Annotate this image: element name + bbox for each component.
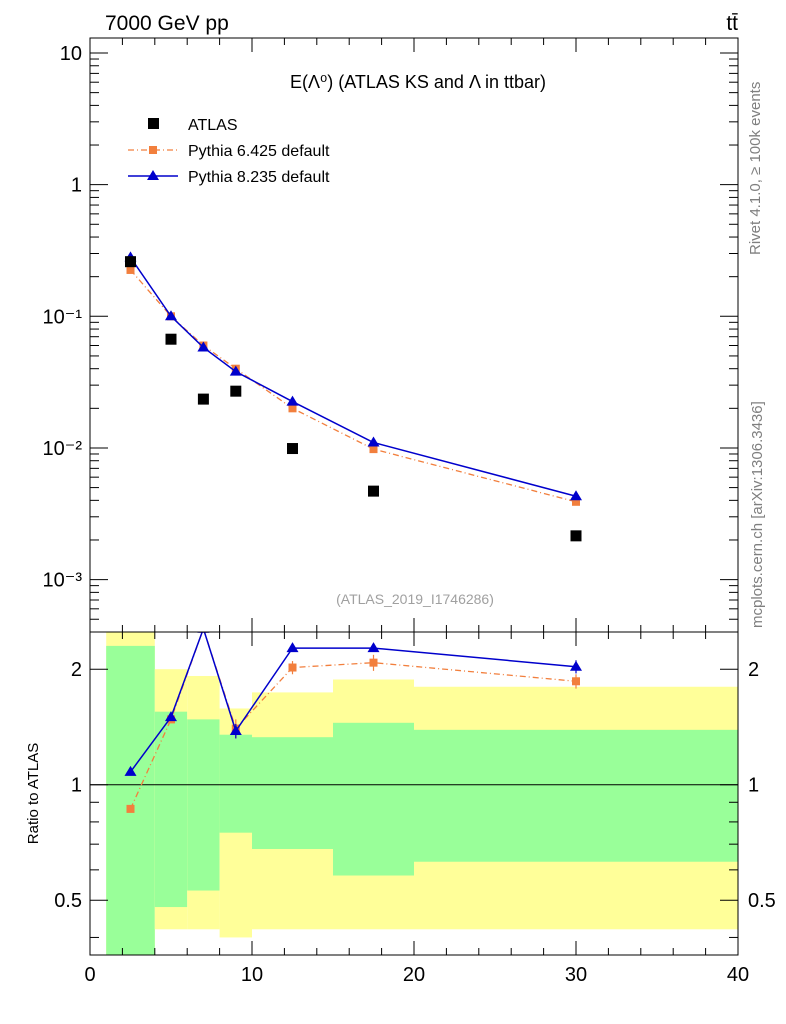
x-tick-label: 30 xyxy=(565,964,587,986)
ratio-y-tick-label-left: 1 xyxy=(71,775,82,797)
series-line-pythia6 xyxy=(130,269,577,503)
ratio-point-pythia6 xyxy=(126,804,135,813)
ratio-y-axis-label: Ratio to ATLAS xyxy=(25,743,42,844)
ratio-point-pythia8 xyxy=(367,642,380,653)
mcplots-label: mcplots.cern.ch [arXiv:1306.3436] xyxy=(749,401,766,628)
ratio-point-pythia6 xyxy=(572,677,580,686)
legend-label: Pythia 6.425 default xyxy=(188,143,330,160)
x-tick-label: 40 xyxy=(727,964,749,986)
data-point-atlas xyxy=(287,443,298,455)
error-band-inner xyxy=(252,737,333,849)
ratio-content xyxy=(90,632,738,955)
data-point-pythia6 xyxy=(572,497,580,506)
ratio-y-tick-label-right: 1 xyxy=(748,775,759,797)
legend-label: Pythia 8.235 default xyxy=(188,169,330,186)
chart-title: E(Λ⁰) (ATLAS KS and Λ in ttbar) xyxy=(290,72,546,92)
legend-marker-pythia8 xyxy=(147,170,159,180)
error-band-inner xyxy=(106,645,155,955)
x-tick-label: 10 xyxy=(241,964,263,986)
x-tick-label: 20 xyxy=(403,964,425,986)
data-point-atlas xyxy=(197,393,209,405)
series-line-pythia8 xyxy=(129,257,577,497)
ratio-y-tick-label-left: 2 xyxy=(71,659,82,681)
main-plot-panel: 10 1 10⁻¹ 10⁻² 10⁻³ E(Λ⁰) (ATLAS KS and Λ in … xyxy=(43,37,739,633)
error-band-inner xyxy=(333,722,414,876)
ratio-point-pythia6 xyxy=(369,658,378,667)
ratio-point-pythia8 xyxy=(570,660,582,671)
legend-label: ATLAS xyxy=(188,117,238,134)
data-point-pythia6 xyxy=(126,265,135,274)
ratio-y-tick-label-right: 2 xyxy=(748,659,759,681)
data-point-pythia8 xyxy=(165,310,177,321)
error-band-inner xyxy=(414,729,738,862)
ratio-point-pythia6 xyxy=(199,632,208,633)
data-point-atlas xyxy=(368,485,379,497)
data-point-atlas xyxy=(125,256,136,268)
ratio-point-pythia6 xyxy=(288,663,297,672)
error-band-inner xyxy=(154,711,188,908)
ratio-y-tick-label-left: 0.5 xyxy=(54,890,82,912)
header-left: 7000 GeV pp xyxy=(105,12,229,35)
ratio-plot-panel: 2 2 1 1 0.5 0.5 0 10 20 30 40 Ratio to ATLAS xyxy=(25,631,776,986)
y-tick-label: 10 xyxy=(60,43,82,65)
data-point-atlas xyxy=(165,333,177,345)
ratio-point-pythia8 xyxy=(229,725,242,736)
data-point-atlas xyxy=(230,385,242,397)
analysis-id: (ATLAS_2019_I1746286) xyxy=(336,591,494,607)
data-point-pythia8 xyxy=(286,395,299,406)
rivet-label: Rivet 4.1.0, ≥ 100k events xyxy=(747,82,764,255)
legend-marker-atlas xyxy=(148,118,159,129)
data-point-atlas xyxy=(570,530,582,542)
y-tick-label: 1 xyxy=(71,175,82,197)
data-point-pythia8 xyxy=(367,436,380,447)
header-right: tt̄ xyxy=(726,12,738,35)
y-tick-label: 10⁻¹ xyxy=(43,306,83,328)
data-point-pythia8 xyxy=(197,341,210,352)
y-tick-label: 10⁻³ xyxy=(43,570,83,592)
x-tick-label: 0 xyxy=(84,964,95,986)
error-band-inner xyxy=(187,719,220,891)
ratio-point-pythia8 xyxy=(165,711,177,722)
data-point-pythia6 xyxy=(288,404,297,413)
data-point-pythia6 xyxy=(369,445,378,454)
error-band-inner xyxy=(219,734,252,833)
ratio-point-pythia8 xyxy=(124,765,137,776)
data-point-pythia8 xyxy=(229,365,242,376)
y-tick-label: 10⁻² xyxy=(43,438,83,460)
ratio-y-tick-label-right: 0.5 xyxy=(748,890,776,912)
legend-marker-pythia6 xyxy=(149,146,157,154)
ratio-point-pythia8 xyxy=(197,632,210,633)
data-point-pythia8 xyxy=(570,490,582,501)
ratio-point-pythia8 xyxy=(286,642,299,653)
